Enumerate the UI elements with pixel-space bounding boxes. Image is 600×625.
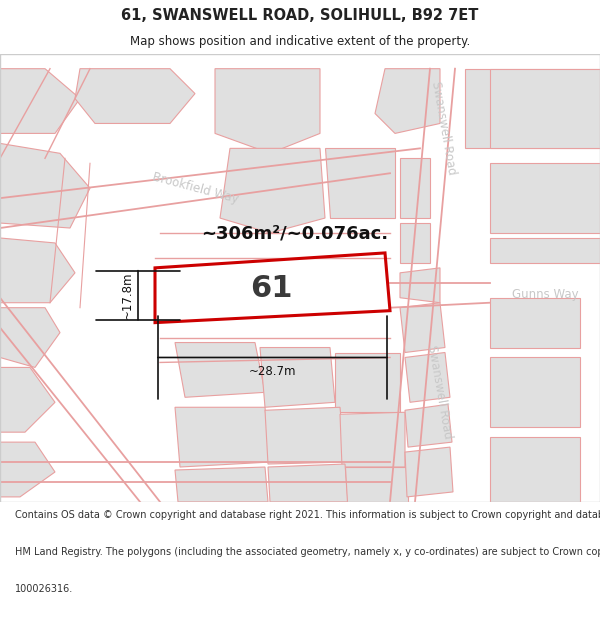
Polygon shape [345,467,408,502]
Polygon shape [340,412,405,467]
Polygon shape [400,223,430,263]
Text: ~306m²/~0.076ac.: ~306m²/~0.076ac. [202,224,389,242]
Polygon shape [490,298,580,348]
Polygon shape [490,238,600,263]
Polygon shape [325,148,395,218]
Polygon shape [400,268,440,302]
Polygon shape [0,442,55,497]
Polygon shape [490,163,600,233]
Polygon shape [0,368,55,432]
Text: Swanswell Road: Swanswell Road [430,81,458,176]
Text: ~28.7m: ~28.7m [249,366,296,379]
Polygon shape [490,437,580,502]
Polygon shape [260,348,335,408]
Polygon shape [490,357,580,428]
Polygon shape [268,464,348,502]
Polygon shape [465,69,600,148]
Polygon shape [265,408,345,464]
Text: 61: 61 [250,274,293,303]
Polygon shape [405,404,452,447]
Polygon shape [175,408,270,467]
Text: ~17.8m: ~17.8m [121,271,134,319]
Polygon shape [0,69,80,133]
Polygon shape [215,69,320,153]
Polygon shape [75,69,195,124]
Polygon shape [335,352,400,412]
Polygon shape [0,143,90,228]
Text: Contains OS data © Crown copyright and database right 2021. This information is : Contains OS data © Crown copyright and d… [15,510,600,520]
Polygon shape [400,302,445,352]
Polygon shape [220,148,325,233]
Polygon shape [375,69,440,133]
Polygon shape [405,352,450,402]
Text: HM Land Registry. The polygons (including the associated geometry, namely x, y c: HM Land Registry. The polygons (includin… [15,547,600,557]
Polygon shape [400,158,430,218]
Polygon shape [0,308,60,368]
Text: Brookfield Way: Brookfield Way [151,171,239,206]
Polygon shape [175,342,265,398]
Polygon shape [0,238,75,302]
Text: 100026316.: 100026316. [15,584,73,594]
Polygon shape [405,447,453,497]
Text: Gunns Way: Gunns Way [512,288,578,301]
Polygon shape [490,69,600,148]
Text: Swanswell Road: Swanswell Road [425,344,455,440]
Text: Map shows position and indicative extent of the property.: Map shows position and indicative extent… [130,36,470,48]
Text: 61, SWANSWELL ROAD, SOLIHULL, B92 7ET: 61, SWANSWELL ROAD, SOLIHULL, B92 7ET [121,8,479,22]
Polygon shape [175,467,268,502]
